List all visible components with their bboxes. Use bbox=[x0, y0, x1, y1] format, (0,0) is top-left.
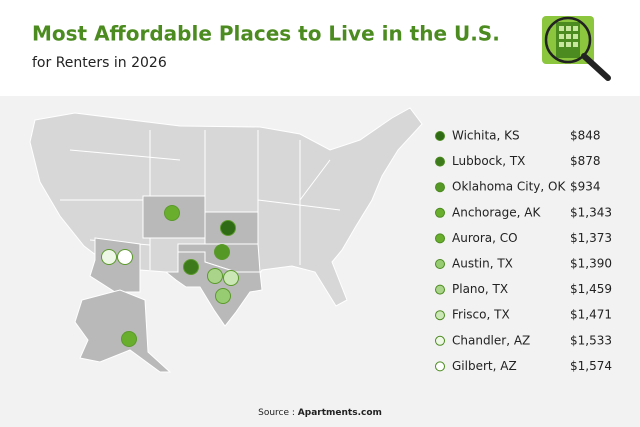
city-marker bbox=[215, 288, 231, 304]
icon bbox=[542, 16, 611, 81]
city-name: Oklahoma City, OK bbox=[452, 180, 566, 194]
city-marker bbox=[207, 268, 223, 284]
city-rent: $934 bbox=[570, 180, 601, 194]
city-rent: $1,574 bbox=[570, 359, 612, 373]
city-name: Anchorage, AK bbox=[452, 205, 541, 219]
city-rent: $1,343 bbox=[570, 205, 612, 219]
source: Source : Apartments.com bbox=[258, 408, 382, 418]
legend-marker bbox=[435, 335, 445, 346]
source-name: Apartments.com bbox=[298, 408, 382, 418]
legend-marker bbox=[435, 361, 445, 372]
city-marker bbox=[223, 270, 239, 286]
city-name: Lubbock, TX bbox=[452, 154, 525, 168]
legend-marker bbox=[435, 131, 445, 141]
city-name: Plano, TX bbox=[452, 282, 508, 296]
city-rent: $1,390 bbox=[570, 257, 612, 271]
city-rent: $1,471 bbox=[570, 308, 612, 322]
city-name: Frisco, TX bbox=[452, 308, 510, 322]
city-marker bbox=[101, 249, 117, 265]
source-label: Source : bbox=[258, 408, 295, 418]
city-rent: $1,373 bbox=[570, 231, 612, 245]
city-marker bbox=[121, 331, 137, 347]
city-name: Aurora, CO bbox=[452, 231, 518, 245]
city-name: Chandler, AZ bbox=[452, 333, 530, 347]
city-rent: $1,459 bbox=[570, 282, 612, 296]
legend-marker bbox=[435, 156, 445, 167]
subtitle: for Renters in 2026 bbox=[32, 55, 167, 71]
legend-marker bbox=[435, 284, 445, 295]
legend-marker bbox=[435, 207, 445, 218]
city-rent: $878 bbox=[570, 154, 601, 168]
legend-marker bbox=[435, 259, 445, 269]
city-name: Wichita, KS bbox=[452, 129, 520, 143]
city-rent: $848 bbox=[570, 129, 601, 143]
city-marker bbox=[220, 220, 236, 236]
city-name: Austin, TX bbox=[452, 257, 513, 271]
legend-marker bbox=[435, 233, 445, 244]
legend-marker bbox=[435, 310, 445, 321]
title: Most Affordable Places to Live in the U.… bbox=[32, 22, 500, 46]
header-band bbox=[0, 0, 640, 96]
city-marker bbox=[117, 249, 133, 265]
city-name: Gilbert, AZ bbox=[452, 359, 517, 373]
city-marker bbox=[183, 259, 199, 275]
city-marker bbox=[214, 244, 230, 260]
legend-marker bbox=[435, 182, 445, 193]
city-rent: $1,533 bbox=[570, 333, 612, 347]
city-marker bbox=[164, 205, 180, 221]
